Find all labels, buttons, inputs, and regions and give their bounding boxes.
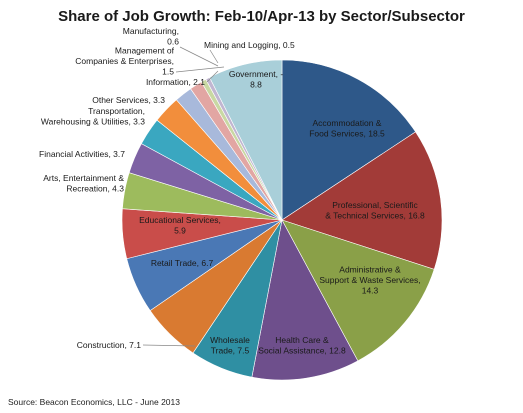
slice-label-line: Accommodation & bbox=[313, 118, 382, 128]
slice-label-line: Transportation, bbox=[88, 106, 145, 116]
pie-slice-16 bbox=[209, 59, 283, 221]
slice-label-line: 0.6 bbox=[167, 36, 179, 46]
slice-label-4: Wholesale Trade, 7.5 bbox=[210, 335, 250, 356]
leader-line-13 bbox=[175, 66, 225, 73]
slice-label-line: Social Assistance, 12.8 bbox=[258, 345, 346, 355]
slice-label-8: Arts, Entertainment & Recreation, 4.3 bbox=[43, 173, 124, 194]
slice-label-line: Support & Waste Services, bbox=[319, 275, 420, 285]
leader-lines bbox=[142, 46, 225, 347]
slice-label-line: Companies & Enterprises, bbox=[75, 56, 174, 66]
pie-slice-3 bbox=[251, 219, 359, 381]
slice-label-line: Educational Services, bbox=[139, 215, 221, 225]
slice-label-line: Trade, 7.5 bbox=[211, 345, 250, 355]
slice-label-12: Information, 2.1 bbox=[146, 77, 205, 87]
slice-label-line: Management of bbox=[115, 46, 175, 56]
slice-label-line: 5.9 bbox=[174, 225, 186, 235]
slice-label-line: Manufacturing, bbox=[123, 26, 179, 36]
slice-label-15: Mining and Logging, 0.5 bbox=[204, 40, 295, 50]
leader-line-12 bbox=[206, 70, 219, 83]
leader-line-14 bbox=[179, 46, 219, 67]
slice-label-1: Professional, Scientific & Technical Serv… bbox=[325, 200, 425, 221]
pie-slice-0 bbox=[281, 59, 416, 221]
pie-slice-1 bbox=[281, 131, 443, 270]
slice-label-7: Educational Services, 5.9 bbox=[139, 215, 221, 236]
slice-label-line: 1.5 bbox=[162, 67, 174, 77]
slice-label-line: Other Services, 3.3 bbox=[92, 95, 165, 105]
slice-label-line: Professional, Scientific bbox=[332, 200, 418, 210]
slice-label-16: Government, -8.8 bbox=[229, 69, 283, 90]
slice-label-9: Financial Activities, 3.7 bbox=[39, 149, 125, 159]
slice-label-10: Transportation, Warehousing & Utilities, … bbox=[41, 106, 145, 127]
chart-title: Share of Job Growth: Feb-10/Apr-13 by Se… bbox=[58, 8, 465, 25]
slice-labels: Accommodation & Food Services, 18.5 Profes… bbox=[39, 26, 425, 356]
slice-label-line: Government, - bbox=[229, 69, 283, 79]
slice-label-3: Health Care & Social Assistance, 12.8 bbox=[258, 335, 346, 356]
slice-label-11: Other Services, 3.3 bbox=[92, 95, 165, 105]
slice-label-line: Arts, Entertainment & bbox=[43, 173, 124, 183]
slice-label-0: Accommodation & Food Services, 18.5 bbox=[309, 118, 385, 139]
slice-label-line: Administrative & bbox=[339, 265, 401, 275]
slice-label-2: Administrative & Support & Waste Services… bbox=[319, 265, 420, 296]
slice-label-line: & Technical Services, 16.8 bbox=[325, 210, 425, 220]
pie-slices bbox=[121, 59, 443, 381]
slice-label-line: Food Services, 18.5 bbox=[309, 128, 385, 138]
pie-slice-2 bbox=[281, 219, 435, 362]
slice-label-line: 8.8 bbox=[250, 79, 262, 89]
slice-label-13: Management of Companies & Enterprises, 1.5 bbox=[75, 46, 174, 77]
slice-label-6: Retail Trade, 6.7 bbox=[151, 258, 214, 268]
slice-label-line: Construction, 7.1 bbox=[77, 340, 142, 350]
slice-label-line: Recreation, 4.3 bbox=[66, 183, 124, 193]
leader-line-15 bbox=[209, 49, 219, 64]
slice-label-line: 14.3 bbox=[362, 286, 379, 296]
source-note: Source: Beacon Economics, LLC - June 201… bbox=[8, 397, 180, 407]
slice-label-line: Health Care & bbox=[275, 335, 329, 345]
slice-label-5: Construction, 7.1 bbox=[77, 340, 142, 350]
slice-label-14: Manufacturing, 0.6 bbox=[123, 26, 179, 47]
slice-label-line: Mining and Logging, 0.5 bbox=[204, 40, 295, 50]
slice-label-line: Retail Trade, 6.7 bbox=[151, 258, 214, 268]
slice-label-line: Information, 2.1 bbox=[146, 77, 205, 87]
slice-label-line: Financial Activities, 3.7 bbox=[39, 149, 125, 159]
slice-label-line: Wholesale bbox=[210, 335, 250, 345]
slice-label-line: Warehousing & Utilities, 3.3 bbox=[41, 116, 145, 126]
leader-line-5 bbox=[142, 344, 196, 347]
